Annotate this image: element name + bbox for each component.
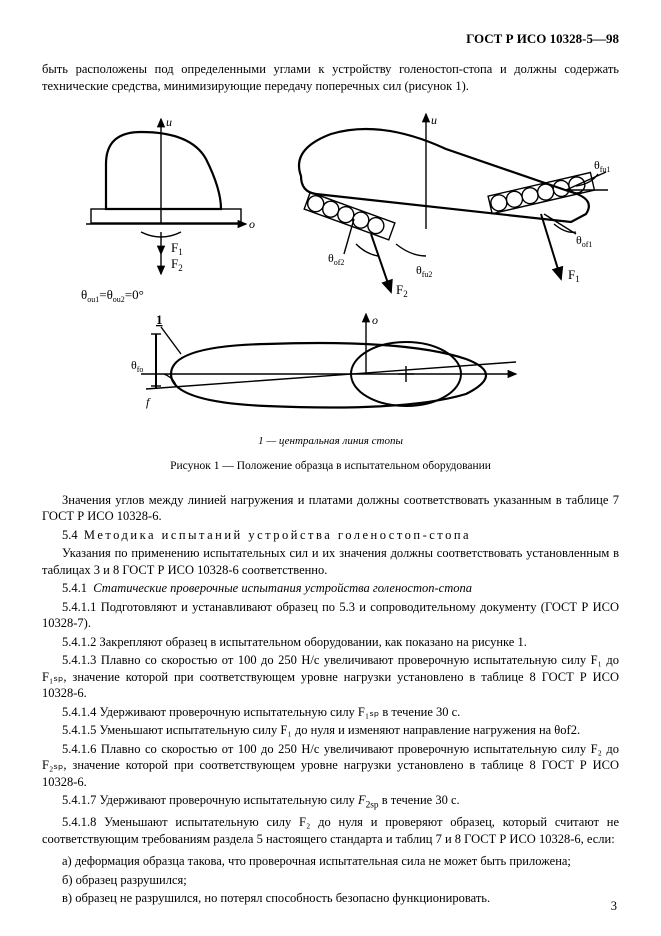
svg-text:F2: F2 — [171, 256, 183, 273]
intro-paragraph: быть расположены под определенными углам… — [42, 61, 619, 94]
figure-1: u o F1 F2 θou1=θou2=0° u — [42, 104, 619, 424]
f2-label-r: F — [396, 282, 403, 297]
svg-text:θfu2: θfu2 — [416, 263, 432, 279]
page-number: 3 — [611, 898, 617, 915]
item-b: б) образец разрушился; — [42, 872, 619, 889]
p2: Значения углов между линией нагружения и… — [42, 492, 619, 525]
standard-code: ГОСТ Р ИСО 10328-5—98 — [42, 30, 619, 47]
p10: 5.4.1.5 Уменьшают испытательную силу F₁ … — [42, 722, 619, 739]
item-a: а) деформация образца такова, что провер… — [42, 853, 619, 870]
item-c: в) образец не разрушился, но потерял спо… — [42, 890, 619, 907]
f2-label-l: F — [171, 256, 178, 271]
svg-text:θou1=θou2=0°: θou1=θou2=0° — [81, 287, 144, 304]
p4: Указания по применению испытательных сил… — [42, 545, 619, 578]
f2-sub-r: 2 — [403, 289, 408, 299]
label-one: 1 — [156, 312, 163, 327]
p11: 5.4.1.6 Плавно со скоростью от 100 до 25… — [42, 741, 619, 791]
p13: 5.4.1.8 Уменьшают испытательную силу F₂ … — [42, 814, 619, 847]
f1-label-l: F — [171, 240, 178, 255]
figure-caption-i: 1 — центральная линия стопы — [42, 434, 619, 449]
svg-text:F2: F2 — [396, 282, 408, 299]
tou1-b: ou1 — [87, 295, 99, 304]
p9: 5.4.1.4 Удерживают проверочную испытател… — [42, 704, 619, 721]
p3: 5.4 Методика испытаний устройства голено… — [42, 527, 619, 544]
svg-text:θfo: θfo — [131, 358, 143, 374]
f1-sub-r: 1 — [575, 274, 580, 284]
axis-f-bottom: f — [146, 395, 151, 409]
f2-sub-l: 2 — [178, 263, 183, 273]
p5: 5.4.1 Статические проверочные испытания … — [42, 580, 619, 597]
tfu2-b: fu2 — [421, 270, 432, 279]
tou2-b: ou2 — [112, 295, 124, 304]
p8: 5.4.1.3 Плавно со скоростью от 100 до 25… — [42, 652, 619, 702]
tfu1-b: fu1 — [599, 165, 610, 174]
tof2-b: of2 — [333, 258, 344, 267]
axis-o-left: o — [249, 217, 255, 231]
svg-text:θof2: θof2 — [328, 251, 344, 267]
p7: 5.4.1.2 Закрепляют образец в испытательн… — [42, 634, 619, 651]
p6: 5.4.1.1 Подготовляют и устанавливают обр… — [42, 599, 619, 632]
svg-text:θof1: θof1 — [576, 233, 592, 249]
svg-text:F1: F1 — [568, 267, 580, 284]
tof1-b: of1 — [581, 240, 592, 249]
tou2-a: =θ — [99, 287, 113, 302]
axis-u-left: u — [166, 115, 172, 129]
figure-caption: Рисунок 1 — Положение образца в испытате… — [42, 459, 619, 474]
axis-u-right: u — [431, 113, 437, 127]
axis-o-bottom: o — [372, 313, 378, 327]
svg-text:θfu1: θfu1 — [594, 158, 610, 174]
tfo-b: fo — [136, 365, 143, 374]
tou-eq: =0° — [124, 287, 143, 302]
f1-label-r: F — [568, 267, 575, 282]
p12: 5.4.1.7 Удерживают проверочную испытател… — [42, 792, 619, 812]
svg-text:F1: F1 — [171, 240, 183, 257]
f1-sub-l: 1 — [178, 247, 183, 257]
